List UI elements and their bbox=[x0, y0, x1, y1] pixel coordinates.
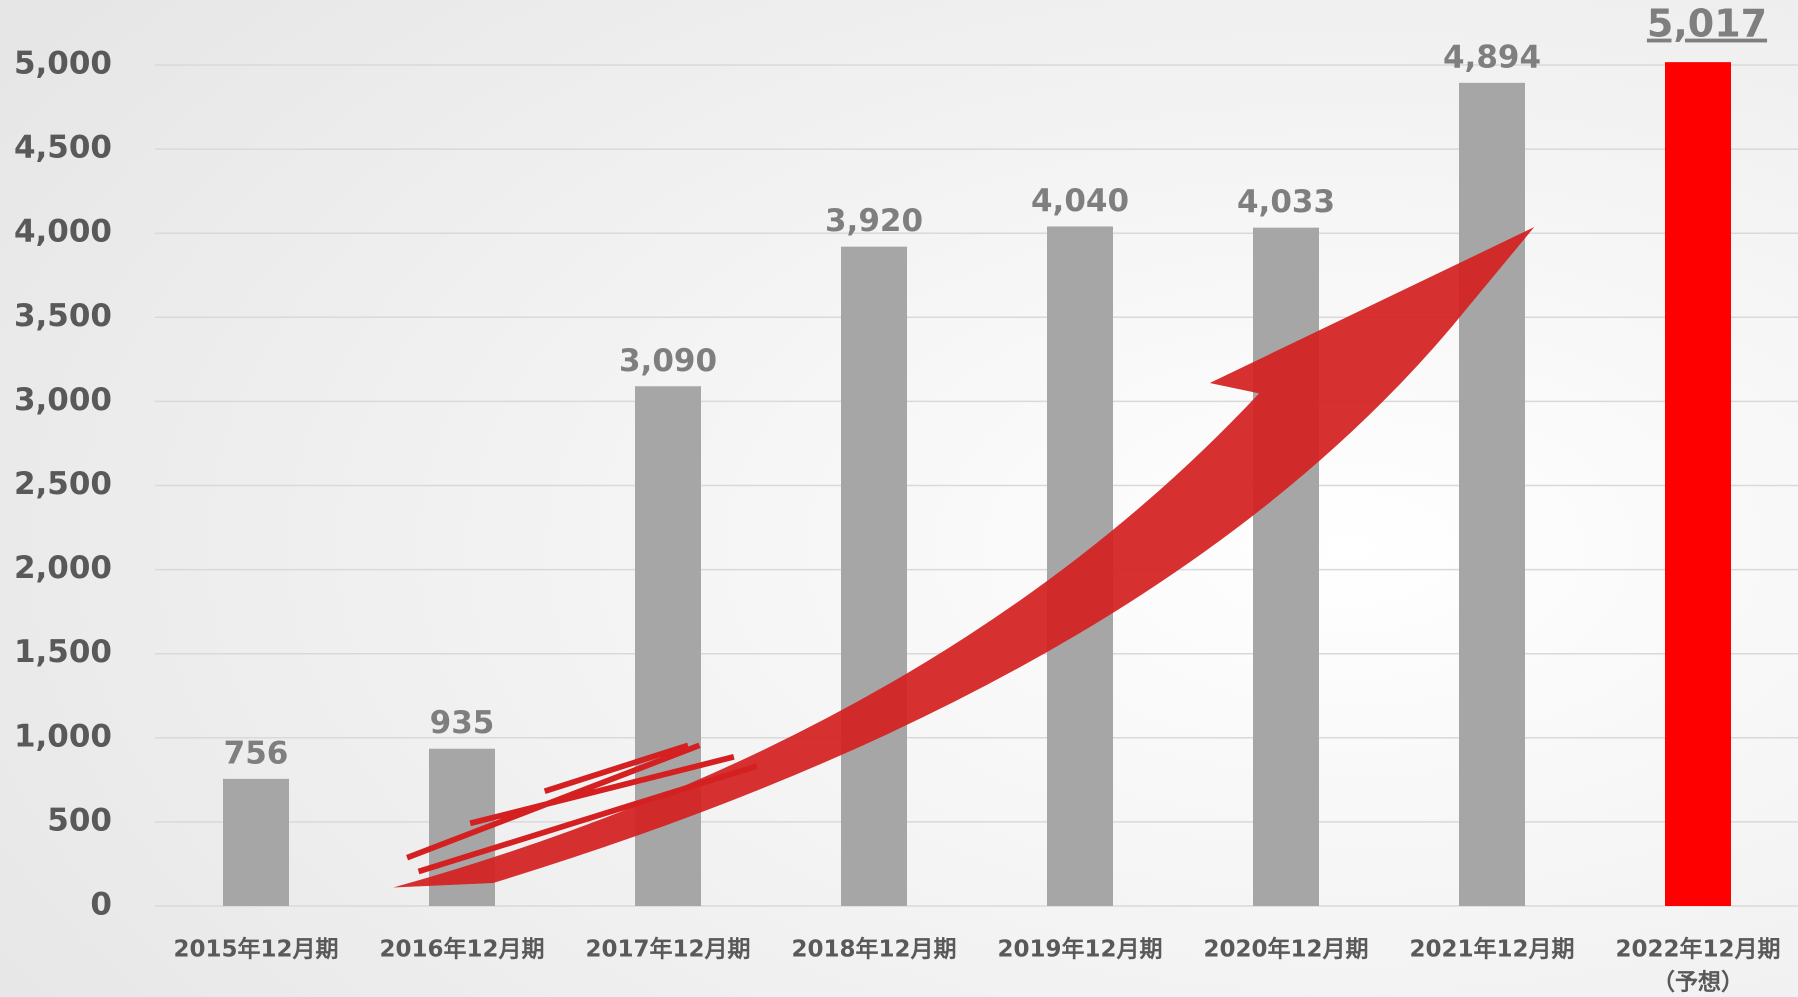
y-tick-label: 3,000 bbox=[14, 382, 112, 418]
y-tick-label: 500 bbox=[47, 802, 112, 838]
y-tick-label: 2,000 bbox=[14, 550, 112, 586]
y-tick-label: 5,000 bbox=[14, 46, 112, 82]
y-tick-label: 1,000 bbox=[14, 718, 112, 754]
value-label: 935 bbox=[430, 705, 495, 741]
x-tick-label: 2018年12月期 bbox=[791, 936, 956, 963]
y-tick-label: 3,500 bbox=[14, 298, 112, 334]
y-tick-label: 0 bbox=[90, 887, 112, 923]
x-tick-label: 2019年12月期 bbox=[997, 936, 1162, 963]
forecast-note: （予想） bbox=[1652, 969, 1744, 996]
x-tick-label: 2015年12月期 bbox=[173, 936, 338, 963]
x-tick-label: 2022年12月期 bbox=[1615, 936, 1780, 963]
x-tick-label: 2021年12月期 bbox=[1409, 936, 1574, 963]
x-tick-label: 2016年12月期 bbox=[379, 936, 544, 963]
bar bbox=[1665, 62, 1731, 906]
x-tick-label: 2020年12月期 bbox=[1203, 936, 1368, 963]
y-tick-label: 2,500 bbox=[14, 466, 112, 502]
bar bbox=[841, 246, 907, 906]
bar bbox=[1459, 82, 1525, 906]
y-tick-label: 4,000 bbox=[14, 214, 112, 250]
y-tick-label: 4,500 bbox=[14, 130, 112, 166]
value-label: 4,894 bbox=[1443, 39, 1541, 75]
bar bbox=[1253, 227, 1319, 906]
value-label: 4,040 bbox=[1031, 183, 1129, 219]
value-label: 3,920 bbox=[825, 203, 923, 239]
value-label: 3,090 bbox=[619, 343, 717, 379]
bar bbox=[223, 778, 289, 906]
value-label: 756 bbox=[224, 735, 289, 771]
value-label: 5,017 bbox=[1647, 2, 1767, 46]
x-tick-label: 2017年12月期 bbox=[585, 936, 750, 963]
value-label: 4,033 bbox=[1237, 184, 1335, 220]
y-tick-label: 1,500 bbox=[14, 634, 112, 670]
growth-arrow bbox=[393, 227, 1535, 888]
